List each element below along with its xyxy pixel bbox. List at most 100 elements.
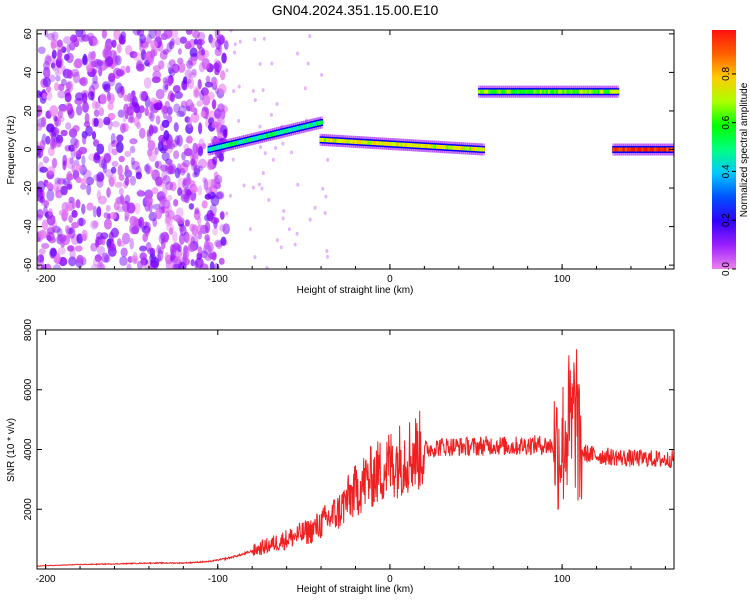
spectrogram-noise-cell bbox=[102, 48, 110, 59]
spectrogram-noise-cell bbox=[131, 90, 136, 98]
spectrogram-band-core bbox=[261, 134, 266, 139]
spectrogram-noise-cell bbox=[38, 229, 48, 239]
spectrogram-noise-cell bbox=[75, 164, 82, 172]
spectrogram-band-core bbox=[385, 141, 390, 146]
spectrogram-band-core bbox=[361, 140, 365, 145]
spectrogram-band-core bbox=[323, 138, 328, 143]
spectrogram-band-core bbox=[437, 144, 442, 149]
spectrogram-noise-cell bbox=[155, 88, 165, 100]
spectrogram-noise-cell bbox=[174, 37, 181, 46]
spectrogram-noise-cell bbox=[196, 224, 204, 235]
spectrogram-noise-cell bbox=[233, 50, 237, 55]
spectrogram-noise-cell bbox=[131, 160, 140, 170]
spectrogram-noise-cell bbox=[168, 227, 174, 235]
spectrogram-noise-cell bbox=[107, 243, 117, 252]
spectrogram-band-core bbox=[290, 127, 295, 132]
spectrogram-noise-cell bbox=[50, 139, 55, 151]
spectrogram-bands bbox=[207, 85, 674, 156]
spectrogram-band-core bbox=[367, 140, 371, 145]
spectrogram-band-core bbox=[334, 138, 338, 143]
spectrogram-band-core bbox=[305, 124, 309, 129]
spectrogram-noise-cell bbox=[107, 142, 114, 154]
spectrogram-noise-cell bbox=[257, 182, 261, 187]
spectrogram-band-core bbox=[603, 89, 607, 94]
spectrogram-noise-cell bbox=[218, 83, 227, 95]
spectrogram-noise-cell bbox=[293, 242, 297, 247]
spectrogram-band-core bbox=[597, 89, 601, 94]
spectrogram-noise-cell bbox=[118, 187, 124, 196]
spectrogram-noise-cell bbox=[124, 194, 131, 205]
spectrogram-noise-cell bbox=[321, 186, 325, 191]
spectrogram-noise-cell bbox=[258, 61, 262, 66]
spectrogram-band-core bbox=[406, 143, 411, 148]
spectrogram-noise-cell bbox=[99, 93, 107, 105]
spectrogram-noise-cell bbox=[52, 264, 62, 269]
spectrogram-noise-cell bbox=[91, 100, 98, 110]
snr-series-line bbox=[37, 349, 674, 567]
spectrogram-noise-cell bbox=[75, 199, 81, 209]
spectrogram-band-core bbox=[664, 147, 668, 152]
spectrogram-noise-cell bbox=[163, 130, 170, 141]
spectrogram-noise-cell bbox=[47, 146, 55, 157]
spectrogram-noise-cell bbox=[130, 225, 138, 235]
spectrogram-noise-cell bbox=[223, 40, 229, 50]
spectrogram-band-core bbox=[588, 89, 593, 94]
spectrogram-band-core bbox=[464, 146, 469, 151]
spectrogram-noise-cell bbox=[96, 59, 104, 67]
spectrogram-band-core bbox=[624, 147, 629, 152]
spectrogram-band-core bbox=[404, 142, 409, 147]
spectrogram-noise-cell bbox=[46, 227, 56, 235]
spectrogram-band-core bbox=[611, 89, 616, 94]
spectrogram-band-core bbox=[365, 140, 369, 145]
spectrogram-noise-cell bbox=[82, 101, 89, 113]
spectrogram-band-core bbox=[622, 147, 627, 152]
spectrogram-noise-cell bbox=[174, 256, 182, 265]
spectrogram-band-core bbox=[396, 142, 400, 147]
spectrogram-band-core bbox=[446, 145, 450, 150]
spectrogram-band-core bbox=[408, 143, 413, 148]
spectrogram-band-core bbox=[510, 89, 515, 94]
spectrogram-noise-cell bbox=[77, 217, 86, 227]
spectrogram-noise-cell bbox=[69, 41, 76, 51]
spectrogram-noise-cell bbox=[43, 200, 50, 209]
spectrogram-band-core bbox=[228, 142, 232, 147]
spectrogram-noise-cell bbox=[61, 78, 67, 87]
spectrogram-noise-cell bbox=[51, 157, 58, 169]
spectrogram-noise-cell bbox=[76, 254, 84, 264]
spectrogram-noise-cell bbox=[37, 180, 46, 193]
spectrogram-y-tick-label: -20 bbox=[23, 180, 34, 195]
spectrogram-band-core bbox=[527, 89, 531, 94]
spectrogram-noise-cell bbox=[191, 68, 197, 76]
spectrogram-noise-cell bbox=[46, 123, 55, 133]
spectrogram-noise-cell bbox=[45, 53, 51, 64]
spectrogram-noise-cell bbox=[165, 158, 173, 165]
spectrogram-band-core bbox=[517, 89, 521, 94]
spectrogram-noise-cell bbox=[138, 127, 146, 139]
spectrogram-noise-cell bbox=[116, 134, 124, 143]
spectrogram-noise-cell bbox=[150, 40, 158, 50]
spectrogram-noise-cell bbox=[194, 207, 200, 215]
spectrogram-noise-cell bbox=[166, 140, 173, 149]
spectrogram-noise-cell bbox=[78, 217, 84, 227]
spectrogram-band-core bbox=[481, 147, 485, 152]
spectrogram-noise-cell bbox=[165, 214, 172, 225]
spectrogram-noise-cell bbox=[130, 157, 135, 166]
spectrogram-noise-cell bbox=[91, 80, 99, 90]
spectrogram-band-core bbox=[655, 147, 660, 152]
spectrogram-noise-cell bbox=[60, 129, 68, 137]
spectrogram-noise-cell bbox=[320, 72, 324, 77]
spectrogram-noise-cell bbox=[97, 195, 107, 205]
spectrogram-noise-cell bbox=[187, 77, 195, 90]
spectrogram-noise-cell bbox=[54, 67, 59, 76]
spectrogram-noise-cell bbox=[204, 221, 211, 234]
spectrogram-band-core bbox=[350, 139, 355, 144]
spectrogram-noise-cell bbox=[41, 263, 47, 269]
spectrogram-noise-cell bbox=[124, 211, 130, 220]
spectrogram-noise-cell bbox=[172, 84, 181, 93]
spectrogram-noise-cell bbox=[44, 263, 52, 269]
spectrogram-band-core bbox=[584, 89, 589, 94]
spectrogram-band-core bbox=[431, 144, 436, 149]
spectrogram-noise-cell bbox=[69, 157, 74, 165]
snr-panel: -200 -100 0 100 2000 4000 6000 8000 Height of … bbox=[6, 318, 675, 595]
